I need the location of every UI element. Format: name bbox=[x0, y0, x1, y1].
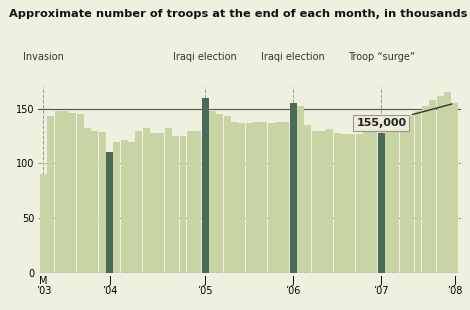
Bar bbox=[275, 122, 282, 273]
Bar bbox=[400, 122, 407, 273]
Bar bbox=[135, 131, 142, 273]
Bar bbox=[106, 153, 113, 273]
Bar bbox=[312, 131, 319, 273]
Bar bbox=[282, 122, 290, 273]
Bar bbox=[121, 140, 128, 273]
Bar bbox=[297, 107, 304, 273]
Bar bbox=[231, 122, 238, 273]
Text: Troop “surge”: Troop “surge” bbox=[348, 52, 415, 62]
Bar bbox=[84, 128, 91, 273]
Bar bbox=[70, 113, 76, 273]
Bar bbox=[260, 122, 267, 273]
Bar bbox=[415, 111, 422, 273]
Bar bbox=[319, 131, 326, 273]
Bar bbox=[392, 122, 400, 273]
Bar bbox=[422, 107, 429, 273]
Bar bbox=[326, 130, 333, 273]
Bar bbox=[165, 128, 172, 273]
Text: Invasion: Invasion bbox=[23, 52, 64, 62]
Bar bbox=[246, 123, 252, 273]
Bar bbox=[267, 123, 274, 273]
Bar bbox=[305, 125, 311, 273]
Bar bbox=[143, 128, 150, 273]
Bar bbox=[150, 133, 157, 273]
Bar bbox=[429, 100, 436, 273]
Bar bbox=[91, 131, 98, 273]
Bar bbox=[253, 122, 260, 273]
Bar bbox=[334, 133, 341, 273]
Bar bbox=[363, 131, 370, 273]
Bar bbox=[202, 98, 209, 273]
Bar bbox=[187, 131, 194, 273]
Bar bbox=[55, 111, 62, 273]
Bar bbox=[238, 123, 245, 273]
Text: Approximate number of troops at the end of each month, in thousands: Approximate number of troops at the end … bbox=[9, 9, 468, 19]
Bar bbox=[209, 111, 216, 273]
Bar bbox=[157, 133, 164, 273]
Text: 155,000: 155,000 bbox=[356, 104, 452, 128]
Bar bbox=[356, 134, 363, 273]
Bar bbox=[194, 131, 201, 273]
Bar bbox=[290, 103, 297, 273]
Bar bbox=[128, 141, 135, 273]
Bar bbox=[180, 136, 187, 273]
Bar bbox=[370, 131, 377, 273]
Bar bbox=[385, 123, 392, 273]
Bar bbox=[172, 136, 179, 273]
Bar bbox=[341, 134, 348, 273]
Bar bbox=[216, 114, 223, 273]
Bar bbox=[378, 133, 385, 273]
Bar bbox=[77, 114, 84, 273]
Bar bbox=[113, 141, 120, 273]
Bar bbox=[437, 95, 444, 273]
Text: Iraqi election: Iraqi election bbox=[173, 52, 237, 62]
Bar bbox=[407, 116, 414, 273]
Bar bbox=[224, 116, 231, 273]
Bar bbox=[444, 92, 451, 273]
Bar bbox=[348, 134, 355, 273]
Text: Iraqi election: Iraqi election bbox=[261, 52, 325, 62]
Bar bbox=[47, 116, 55, 273]
Bar bbox=[451, 103, 458, 273]
Bar bbox=[99, 132, 106, 273]
Bar bbox=[62, 111, 69, 273]
Bar bbox=[40, 174, 47, 273]
